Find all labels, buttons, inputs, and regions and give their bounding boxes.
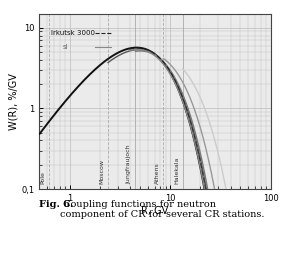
Text: sl: sl [63, 44, 68, 50]
Y-axis label: W(R), %/GV: W(R), %/GV [9, 73, 19, 130]
X-axis label: R, GV: R, GV [142, 206, 169, 216]
Text: Pole: Pole [40, 171, 45, 184]
Text: Fig. 6.: Fig. 6. [39, 200, 74, 209]
Text: Coupling functions for neutron
component of CR for several CR stations.: Coupling functions for neutron component… [60, 200, 264, 219]
Text: Moscow: Moscow [99, 159, 104, 184]
Text: Athens: Athens [155, 162, 160, 184]
Text: Jungfraujoch: Jungfraujoch [127, 144, 132, 184]
Text: Irkutsk 3000: Irkutsk 3000 [51, 31, 95, 36]
Text: Halekala: Halekala [174, 157, 179, 184]
